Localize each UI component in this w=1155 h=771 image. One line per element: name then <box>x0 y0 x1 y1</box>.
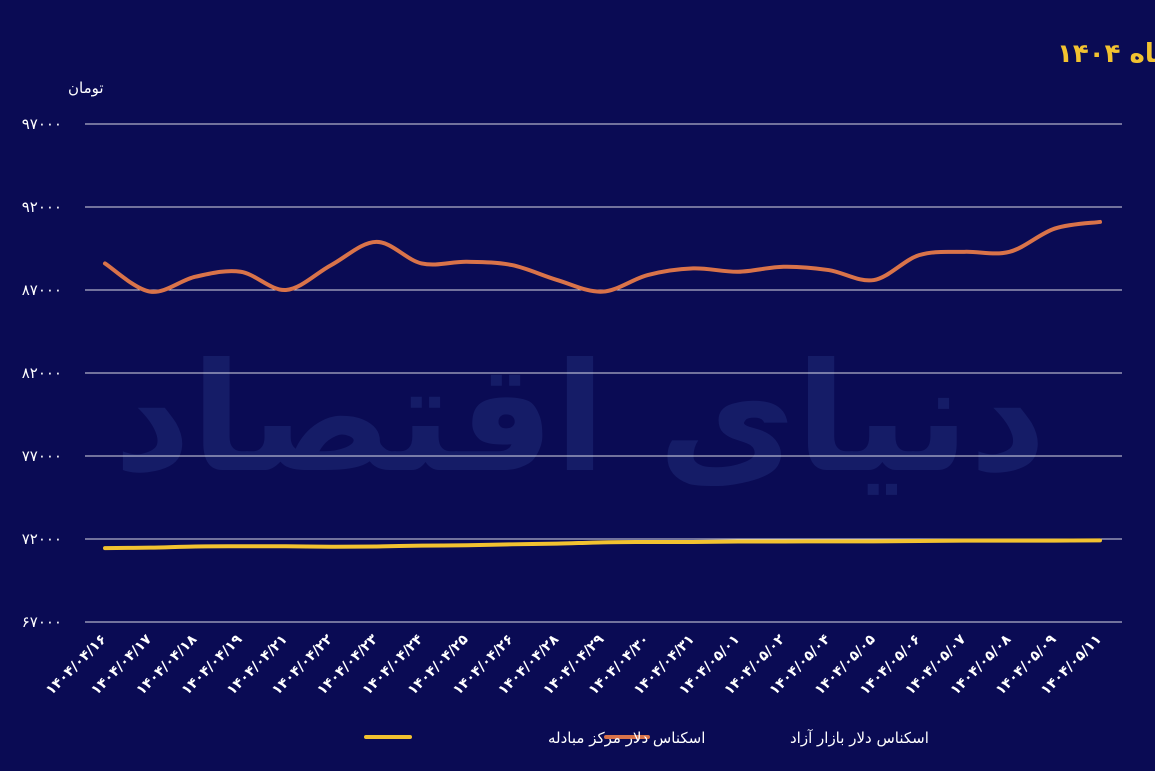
y-tick-label: ۷۷۰۰۰ <box>22 447 62 465</box>
exchange-center-dollar-line <box>103 538 1102 551</box>
free-market-dollar-line <box>103 219 1102 294</box>
series-lines <box>103 219 1102 551</box>
legend: اسکناس دلار بازار آزاد اسکناس دلار مرکز م… <box>364 729 929 747</box>
y-tick-label: ۹۲۰۰۰ <box>22 198 62 216</box>
y-axis-ticks: ۹۷۰۰۰ ۹۲۰۰۰ ۸۷۰۰۰ ۸۲۰۰۰ ۷۷۰۰۰ ۷۲۰۰۰ ۶۷۰۰۰ <box>22 115 62 631</box>
y-tick-label: ۸۲۰۰۰ <box>22 364 62 382</box>
y-tick-label: ۹۷۰۰۰ <box>22 115 62 133</box>
x-axis-ticks: ۱۴۰۴/۰۴/۱۶۱۴۰۴/۰۴/۱۷۱۴۰۴/۰۴/۱۸۱۴۰۴/۰۴/۱۹… <box>43 631 1105 698</box>
y-axis-unit-label: تومان <box>68 79 104 97</box>
watermark: دنیای اقتصاد <box>114 332 1047 506</box>
y-tick-label: ۶۷۰۰۰ <box>22 613 62 631</box>
chart-title: قیمت اسکناس دلار بازار آزاد و اسکناس دلا… <box>1057 37 1155 69</box>
y-tick-label: ۸۷۰۰۰ <box>22 281 62 299</box>
y-tick-label: ۷۲۰۰۰ <box>22 530 62 548</box>
legend-label-exchange-center: اسکناس دلار مرکز مبادله <box>548 729 705 747</box>
legend-label-free-market: اسکناس دلار بازار آزاد <box>790 729 929 747</box>
